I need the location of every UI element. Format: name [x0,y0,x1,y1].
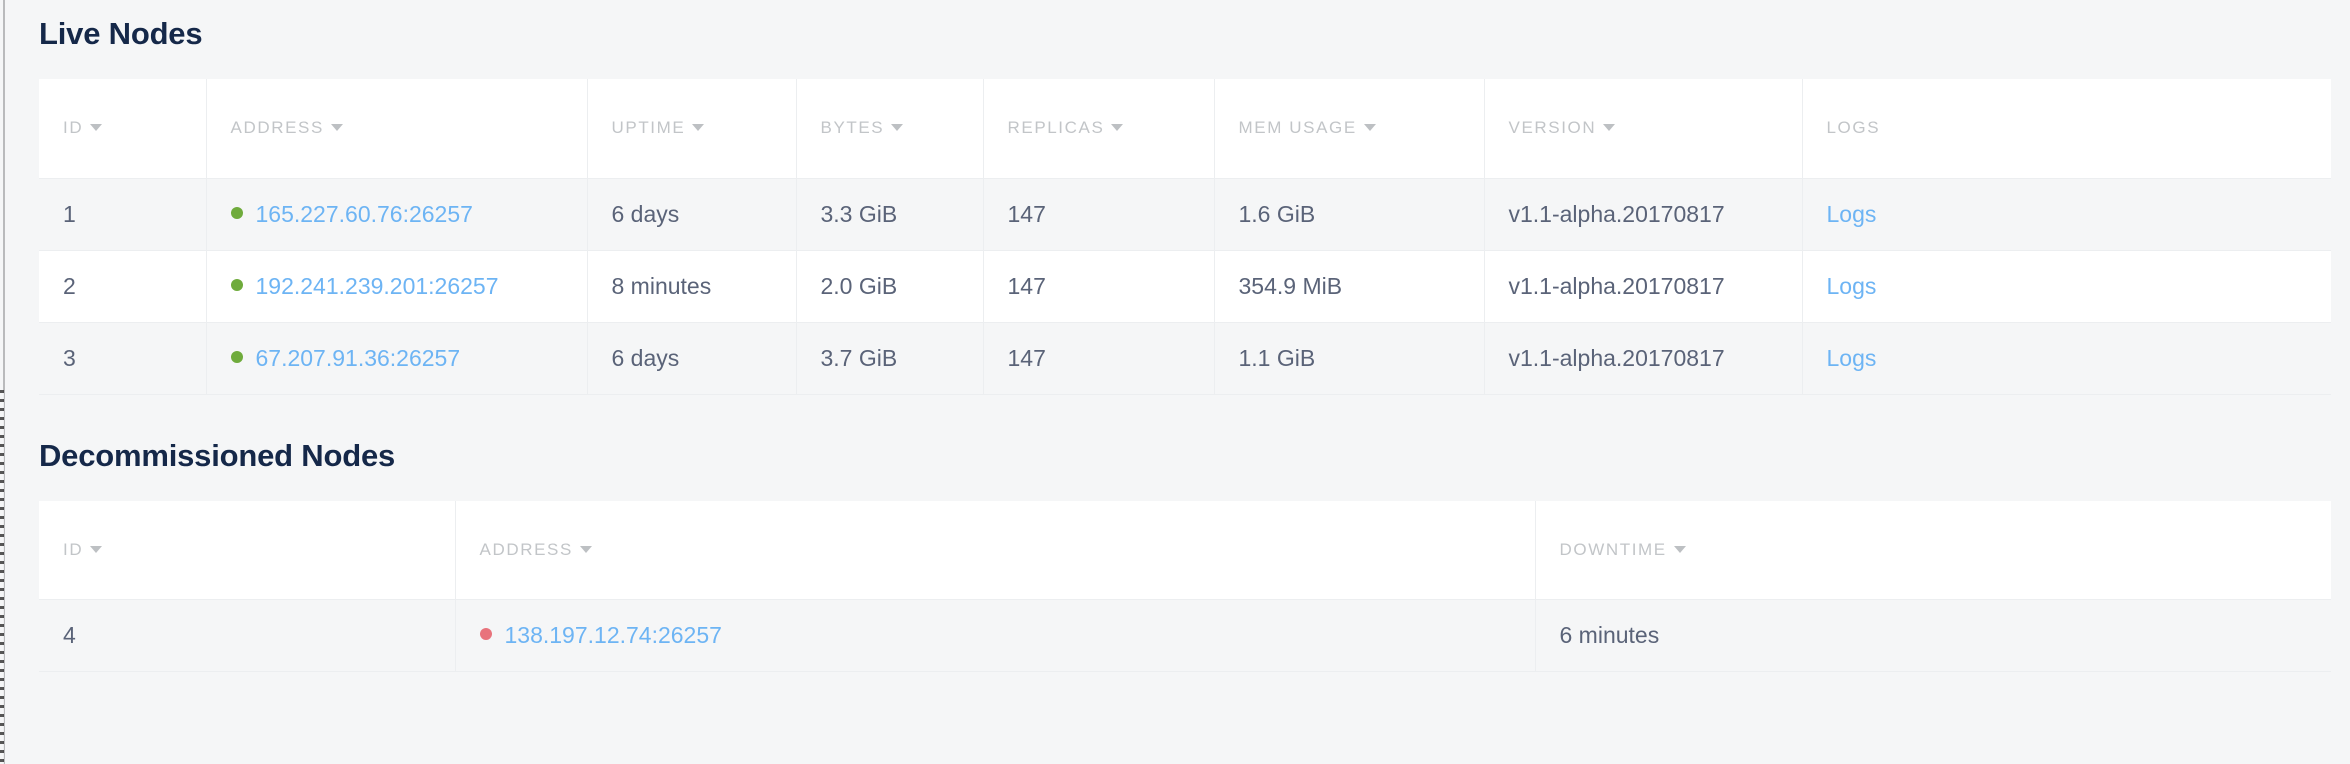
logs-link[interactable]: Logs [1826,344,1877,371]
chevron-down-icon[interactable] [90,545,103,553]
cell-version: v1.1-alpha.20170817 [1484,178,1803,251]
chevron-down-icon[interactable] [330,124,343,132]
cell-id: 2 [39,250,207,323]
column-header-version[interactable]: VERSION [1484,79,1803,179]
chevron-down-icon[interactable] [891,124,904,132]
chevron-down-icon[interactable] [1111,124,1124,132]
column-header-label: REPLICAS [1007,118,1105,138]
node-address-link[interactable]: 192.241.239.201:26257 [255,272,499,299]
page-left-gutter [0,0,5,764]
cell-logs: Logs [1802,250,2331,323]
page-title-live-nodes: Live Nodes [39,16,203,51]
decommissioned-table-header-row: ID ADDRESS DOWNTIME [39,500,2331,600]
cell-id: 1 [39,178,207,251]
column-header-label: ADDRESS [479,539,573,559]
cell-address: 165.227.60.76:26257 [206,178,588,251]
node-address-link[interactable]: 138.197.12.74:26257 [504,622,722,648]
cell-version: v1.1-alpha.20170817 [1484,322,1803,395]
cell-mem-usage: 1.6 GiB [1214,178,1485,251]
status-dot-live-icon [230,206,243,219]
column-header-address[interactable]: ADDRESS [206,79,588,179]
cell-id: 3 [39,322,207,395]
chevron-down-icon[interactable] [1673,545,1686,553]
cell-bytes: 3.3 GiB [796,178,984,251]
cell-downtime: 6 minutes [1535,599,2331,672]
chevron-down-icon[interactable] [90,124,103,132]
cell-replicas: 147 [983,322,1215,395]
column-header-id[interactable]: ID [39,500,456,600]
live-nodes-table: ID ADDRESS UPTIME BYTES REPLICAS MEM USA… [39,79,2331,395]
cell-address: 67.207.91.36:26257 [206,322,588,395]
logs-link[interactable]: Logs [1826,272,1877,299]
page-content: Live Nodes ID ADDRESS UPTIME BYTES REPLI… [39,0,2331,672]
cell-uptime: 6 days [587,178,797,251]
status-dot-live-icon [230,350,243,363]
chevron-down-icon[interactable] [692,124,705,132]
column-header-bytes[interactable]: BYTES [796,79,984,179]
live-table-header-row: ID ADDRESS UPTIME BYTES REPLICAS MEM USA… [39,79,2331,179]
cell-mem-usage: 354.9 MiB [1214,250,1485,323]
column-header-label: MEM USAGE [1238,118,1357,138]
cell-bytes: 2.0 GiB [796,250,984,323]
decommissioned-nodes-table: ID ADDRESS DOWNTIME 4 138.197.12.74:2625… [39,500,2331,672]
column-header-mem-usage[interactable]: MEM USAGE [1214,79,1485,179]
node-address-link[interactable]: 67.207.91.36:26257 [255,344,461,371]
status-dot-dead-icon [479,628,492,640]
table-row: 2 192.241.239.201:26257 8 minutes 2.0 Gi… [39,250,2331,323]
cell-logs: Logs [1802,178,2331,251]
column-header-downtime[interactable]: DOWNTIME [1535,500,2331,600]
cell-replicas: 147 [983,250,1215,323]
cell-address: 192.241.239.201:26257 [206,250,588,323]
column-header-label: ADDRESS [230,118,324,138]
column-header-logs: LOGS [1802,79,2331,179]
table-row: 1 165.227.60.76:26257 6 days 3.3 GiB 147… [39,178,2331,251]
cell-uptime: 6 days [587,322,797,395]
column-header-label: LOGS [1826,118,1881,138]
chevron-down-icon[interactable] [579,545,592,553]
cell-bytes: 3.7 GiB [796,322,984,395]
cell-version: v1.1-alpha.20170817 [1484,250,1803,323]
column-header-address[interactable]: ADDRESS [455,500,1536,600]
column-header-label: ID [63,118,84,138]
column-header-uptime[interactable]: UPTIME [587,79,797,179]
column-header-label: BYTES [820,118,885,138]
cell-logs: Logs [1802,322,2331,395]
column-header-label: DOWNTIME [1559,539,1667,559]
chevron-down-icon[interactable] [1363,124,1376,132]
column-header-id[interactable]: ID [39,79,207,179]
status-dot-live-icon [230,278,243,291]
chevron-down-icon[interactable] [1603,124,1616,132]
cell-uptime: 8 minutes [587,250,797,323]
table-row: 4 138.197.12.74:26257 6 minutes [39,599,2331,672]
logs-link[interactable]: Logs [1826,200,1877,227]
column-header-label: ID [63,539,84,559]
column-header-label: VERSION [1508,118,1597,138]
cell-mem-usage: 1.1 GiB [1214,322,1485,395]
gutter-stripe-artifact [0,390,4,764]
column-header-replicas[interactable]: REPLICAS [983,79,1215,179]
cell-replicas: 147 [983,178,1215,251]
cell-id: 4 [39,599,456,672]
cell-address: 138.197.12.74:26257 [455,599,1536,672]
page-title-decommissioned-nodes: Decommissioned Nodes [39,437,396,473]
node-address-link[interactable]: 165.227.60.76:26257 [255,200,473,227]
column-header-label: UPTIME [611,118,686,138]
table-row: 3 67.207.91.36:26257 6 days 3.7 GiB 147 … [39,322,2331,395]
